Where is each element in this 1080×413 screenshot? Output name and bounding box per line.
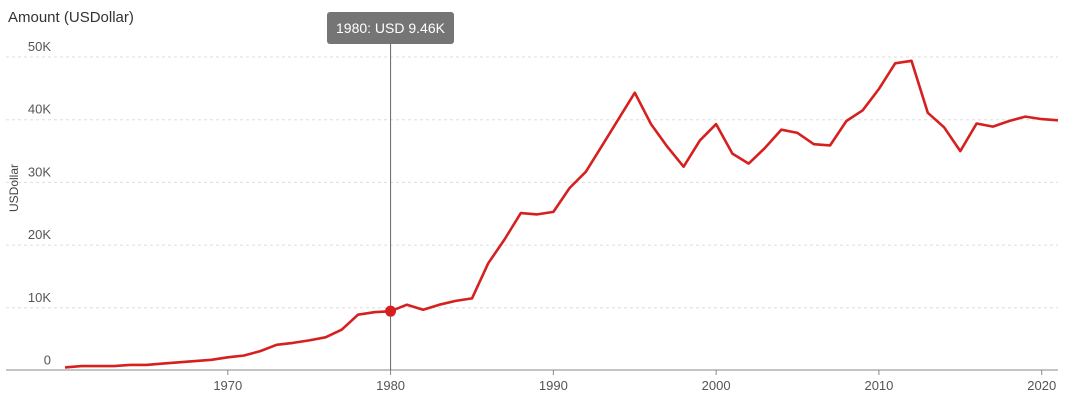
data-point[interactable] (323, 335, 327, 339)
data-point[interactable] (942, 125, 946, 129)
data-point[interactable] (535, 212, 539, 216)
data-point[interactable] (975, 121, 979, 125)
data-point[interactable] (812, 142, 816, 146)
data-point[interactable] (958, 149, 962, 153)
data-point[interactable] (405, 303, 409, 307)
data-point[interactable] (665, 145, 669, 149)
y-tick-label: 20K (28, 227, 51, 242)
data-point[interactable] (779, 128, 783, 132)
data-point[interactable] (421, 308, 425, 312)
data-point[interactable] (747, 162, 751, 166)
data-point[interactable] (63, 365, 67, 369)
data-point[interactable] (144, 363, 148, 367)
x-tick-label: 2010 (864, 378, 893, 393)
data-point[interactable] (340, 328, 344, 332)
data-point[interactable] (844, 119, 848, 123)
data-point[interactable] (307, 338, 311, 342)
data-point[interactable] (682, 165, 686, 169)
y-tick-label: 0 (44, 353, 51, 368)
y-axis-label: USDollar (7, 164, 21, 212)
data-point[interactable] (454, 299, 458, 303)
data-point[interactable] (698, 138, 702, 142)
tooltip: 1980: USD 9.46K (327, 12, 454, 44)
data-point[interactable] (1023, 115, 1027, 119)
data-point[interactable] (503, 237, 507, 241)
data-point[interactable] (616, 117, 620, 121)
data-point[interactable] (796, 131, 800, 135)
data-point[interactable] (258, 349, 262, 353)
data-point[interactable] (437, 303, 441, 307)
data-point[interactable] (551, 210, 555, 214)
data-point[interactable] (372, 310, 376, 314)
data-point[interactable] (291, 341, 295, 345)
data-point[interactable] (210, 358, 214, 362)
data-point[interactable] (909, 59, 913, 63)
data-point[interactable] (730, 152, 734, 156)
data-point[interactable] (242, 353, 246, 357)
data-point[interactable] (861, 108, 865, 112)
data-point[interactable] (633, 91, 637, 95)
data-point[interactable] (177, 360, 181, 364)
data-point[interactable] (193, 359, 197, 363)
data-point[interactable] (275, 343, 279, 347)
data-point[interactable] (112, 364, 116, 368)
data-point[interactable] (1040, 117, 1044, 121)
data-point[interactable] (763, 146, 767, 150)
data-point[interactable] (226, 355, 230, 359)
data-point[interactable] (519, 211, 523, 215)
data-point[interactable] (568, 186, 572, 190)
x-tick-label: 2020 (1027, 378, 1056, 393)
y-tick-label: 50K (28, 39, 51, 54)
highlight-point[interactable] (385, 305, 397, 317)
data-point[interactable] (600, 143, 604, 147)
data-point[interactable] (877, 87, 881, 91)
data-point[interactable] (161, 362, 165, 366)
data-point[interactable] (470, 296, 474, 300)
x-tick-label: 1990 (539, 378, 568, 393)
chart-title: Amount (USDollar) (8, 9, 134, 26)
data-point[interactable] (649, 122, 653, 126)
y-tick-label: 40K (28, 102, 51, 117)
data-point[interactable] (714, 122, 718, 126)
series-line (64, 59, 1059, 369)
x-tick-label: 1980 (376, 378, 405, 393)
data-point[interactable] (828, 143, 832, 147)
data-point[interactable] (584, 170, 588, 174)
data-point[interactable] (991, 125, 995, 129)
data-point[interactable] (486, 261, 490, 265)
data-point[interactable] (1056, 118, 1060, 122)
data-point[interactable] (893, 61, 897, 65)
y-tick-label: 10K (28, 290, 51, 305)
data-point[interactable] (96, 364, 100, 368)
data-point[interactable] (1007, 119, 1011, 123)
data-point[interactable] (79, 364, 83, 368)
x-tick-label: 1970 (213, 378, 242, 393)
y-tick-label: 30K (28, 164, 51, 179)
data-point[interactable] (926, 111, 930, 115)
data-point[interactable] (128, 363, 132, 367)
x-tick-label: 2000 (702, 378, 731, 393)
data-point[interactable] (356, 313, 360, 317)
